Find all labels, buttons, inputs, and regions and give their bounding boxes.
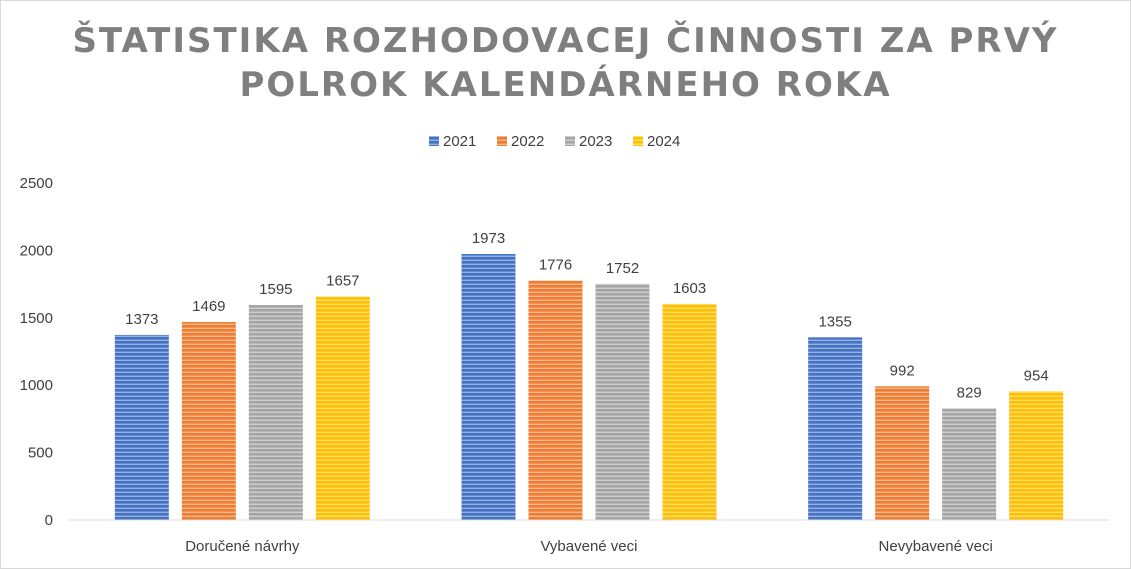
bar-2021 bbox=[461, 254, 516, 520]
bar-2023 bbox=[248, 304, 303, 520]
category-label: Nevybavené veci bbox=[879, 538, 993, 555]
chart-title: ŠTATISTIKA ROZHODOVACEJ ČINNOSTI ZA PRVÝ… bbox=[1, 19, 1130, 107]
legend-label: 2022 bbox=[511, 133, 544, 150]
legend-label: 2024 bbox=[647, 133, 680, 150]
data-label: 1373 bbox=[125, 311, 158, 328]
bar-2022 bbox=[875, 386, 930, 520]
data-label: 1776 bbox=[539, 257, 572, 274]
bar-2021 bbox=[808, 337, 863, 520]
data-label: 992 bbox=[890, 362, 915, 379]
y-tick-label: 2500 bbox=[20, 175, 53, 192]
bar-2022 bbox=[181, 321, 236, 520]
bars: 1373 1469 1595 1657 1973 1776 1752 1603 1355 992 8… bbox=[114, 230, 1064, 520]
data-label: 1657 bbox=[326, 273, 359, 290]
legend-item-2022: 2022 bbox=[497, 133, 544, 150]
y-tick-label: 1000 bbox=[20, 377, 53, 394]
category-label: Doručené návrhy bbox=[185, 538, 300, 555]
data-label: 1355 bbox=[818, 313, 851, 330]
data-label: 1469 bbox=[192, 298, 225, 315]
y-tick-label: 500 bbox=[28, 445, 53, 462]
bar-2023 bbox=[942, 408, 997, 520]
chart-title-line-2: POLROK KALENDÁRNEHO ROKA bbox=[239, 65, 892, 105]
data-label: 954 bbox=[1024, 367, 1049, 384]
y-axis: 0 500 1000 1500 2000 2500 bbox=[20, 175, 53, 529]
bar-2022 bbox=[528, 280, 583, 520]
y-tick-label: 1500 bbox=[20, 310, 53, 327]
chart-title-line-1: ŠTATISTIKA ROZHODOVACEJ ČINNOSTI ZA PRVÝ bbox=[72, 21, 1059, 61]
legend-swatch bbox=[633, 136, 643, 146]
bar-2023 bbox=[595, 283, 650, 520]
bar-2024 bbox=[1009, 391, 1064, 520]
data-label: 829 bbox=[957, 384, 982, 401]
bar-2024 bbox=[662, 303, 717, 520]
category-label: Vybavené veci bbox=[540, 538, 637, 555]
legend-label: 2021 bbox=[443, 133, 476, 150]
data-label: 1595 bbox=[259, 281, 292, 298]
y-tick-label: 0 bbox=[45, 512, 53, 529]
data-label: 1973 bbox=[472, 230, 505, 247]
legend-swatch bbox=[497, 136, 507, 146]
legend-label: 2023 bbox=[579, 133, 612, 150]
legend: 2021 2022 2023 2024 bbox=[429, 133, 680, 150]
bar-2021 bbox=[114, 334, 169, 520]
y-tick-label: 2000 bbox=[20, 242, 53, 259]
bar-2024 bbox=[315, 296, 370, 520]
legend-item-2023: 2023 bbox=[565, 133, 612, 150]
legend-item-2021: 2021 bbox=[429, 133, 476, 150]
data-label: 1603 bbox=[673, 280, 706, 297]
data-label: 1752 bbox=[606, 260, 639, 277]
x-axis: Doručené návrhy Vybavené veci Nevybavené v… bbox=[69, 519, 1109, 555]
legend-swatch bbox=[429, 136, 439, 146]
legend-swatch bbox=[565, 136, 575, 146]
legend-item-2024: 2024 bbox=[633, 133, 680, 150]
